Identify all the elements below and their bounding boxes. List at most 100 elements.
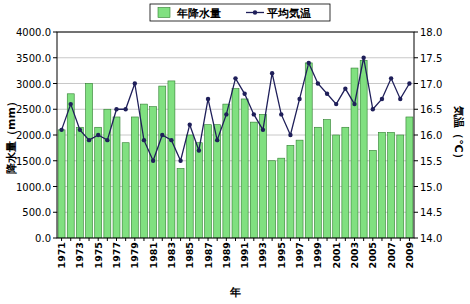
x-tick-label: 1981 bbox=[148, 242, 159, 268]
x-tick bbox=[290, 238, 291, 241]
y-tick-label: 1000.0 bbox=[16, 182, 51, 193]
bar bbox=[104, 109, 111, 238]
x-tick bbox=[281, 238, 282, 241]
bar bbox=[214, 125, 221, 238]
x-tick bbox=[327, 238, 328, 241]
y2-tick-label: 16.5 bbox=[420, 104, 442, 115]
bar bbox=[76, 127, 83, 238]
bar bbox=[67, 94, 74, 238]
bar bbox=[86, 84, 93, 239]
bar bbox=[333, 135, 340, 238]
x-tick bbox=[253, 238, 254, 241]
bar bbox=[360, 60, 367, 238]
x-tick bbox=[171, 238, 172, 241]
x-tick bbox=[400, 238, 401, 241]
x-tick-label: 2007 bbox=[386, 242, 397, 268]
x-tick bbox=[345, 238, 346, 241]
x-tick bbox=[143, 238, 144, 241]
y-tick-label: 3000.0 bbox=[16, 79, 51, 90]
legend-label: 年降水量 bbox=[176, 7, 221, 20]
bar bbox=[287, 145, 294, 238]
legend-label: 平均気温 bbox=[266, 7, 311, 20]
chart: 0.0500.01000.01500.02000.02500.03000.035… bbox=[0, 0, 470, 304]
y-tick bbox=[53, 32, 57, 33]
y2-tick bbox=[414, 83, 418, 84]
x-tick-label: 1997 bbox=[294, 242, 305, 268]
marker bbox=[96, 133, 100, 137]
y2-tick-label: 17.0 bbox=[420, 79, 442, 90]
x-tick-label: 1999 bbox=[312, 242, 323, 268]
x-tick bbox=[372, 238, 373, 241]
x-tick bbox=[244, 238, 245, 241]
bar bbox=[314, 127, 321, 238]
y2-tick bbox=[414, 238, 418, 239]
x-tick bbox=[299, 238, 300, 241]
x-tick-label: 2009 bbox=[404, 242, 415, 268]
bar bbox=[269, 161, 276, 238]
y-tick-label: 2000.0 bbox=[16, 130, 51, 141]
bar bbox=[159, 86, 166, 238]
x-tick bbox=[235, 238, 236, 241]
marker bbox=[361, 56, 365, 60]
x-tick bbox=[226, 238, 227, 241]
marker bbox=[78, 128, 82, 132]
marker bbox=[307, 61, 311, 65]
x-tick bbox=[153, 238, 154, 241]
marker bbox=[133, 81, 137, 85]
x-tick bbox=[217, 238, 218, 241]
marker bbox=[59, 128, 63, 132]
bar bbox=[388, 132, 395, 238]
x-tick bbox=[198, 238, 199, 241]
y-tick bbox=[53, 238, 57, 239]
y2-tick-label: 18.0 bbox=[420, 27, 442, 38]
x-tick bbox=[272, 238, 273, 241]
y2-tick bbox=[414, 109, 418, 110]
bar bbox=[131, 117, 138, 238]
marker bbox=[123, 107, 127, 111]
bar bbox=[113, 117, 120, 238]
marker bbox=[151, 159, 155, 163]
x-tick-label: 2003 bbox=[349, 242, 360, 268]
marker bbox=[316, 81, 320, 85]
y2-tick-label: 14.0 bbox=[420, 233, 442, 244]
marker bbox=[288, 133, 292, 137]
x-tick bbox=[308, 238, 309, 241]
marker bbox=[352, 102, 356, 106]
marker bbox=[233, 76, 237, 80]
x-tick bbox=[61, 238, 62, 241]
bar bbox=[397, 135, 404, 238]
bar bbox=[278, 158, 285, 238]
y-tick-label: 2500.0 bbox=[16, 104, 51, 115]
y-tick bbox=[53, 212, 57, 213]
x-tick bbox=[208, 238, 209, 241]
x-tick bbox=[354, 238, 355, 241]
x-tick-label: 1979 bbox=[129, 242, 140, 268]
bar bbox=[342, 127, 349, 238]
bar bbox=[296, 140, 303, 238]
bar bbox=[122, 143, 129, 238]
bar bbox=[241, 99, 248, 238]
y2-axis-title: 気温（℃） bbox=[452, 105, 465, 163]
x-tick bbox=[162, 238, 163, 241]
bar bbox=[259, 114, 266, 238]
y2-tick bbox=[414, 186, 418, 187]
bar bbox=[223, 104, 230, 238]
x-tick bbox=[189, 238, 190, 241]
marker bbox=[325, 92, 329, 96]
y2-tick-label: 15.0 bbox=[420, 182, 442, 193]
y-tick-label: 1500.0 bbox=[16, 156, 51, 167]
x-tick bbox=[262, 238, 263, 241]
x-tick bbox=[391, 238, 392, 241]
legend: 年降水量 平均気温 bbox=[150, 4, 330, 21]
marker bbox=[407, 81, 411, 85]
y2-tick-label: 15.5 bbox=[420, 156, 442, 167]
x-tick bbox=[98, 238, 99, 241]
y2-tick-label: 14.5 bbox=[420, 207, 442, 218]
marker bbox=[178, 159, 182, 163]
y2-tick bbox=[414, 160, 418, 161]
marker bbox=[389, 76, 393, 80]
x-tick bbox=[409, 238, 410, 241]
marker bbox=[169, 138, 173, 142]
y2-tick-label: 16.0 bbox=[420, 130, 442, 141]
bar bbox=[168, 81, 175, 238]
